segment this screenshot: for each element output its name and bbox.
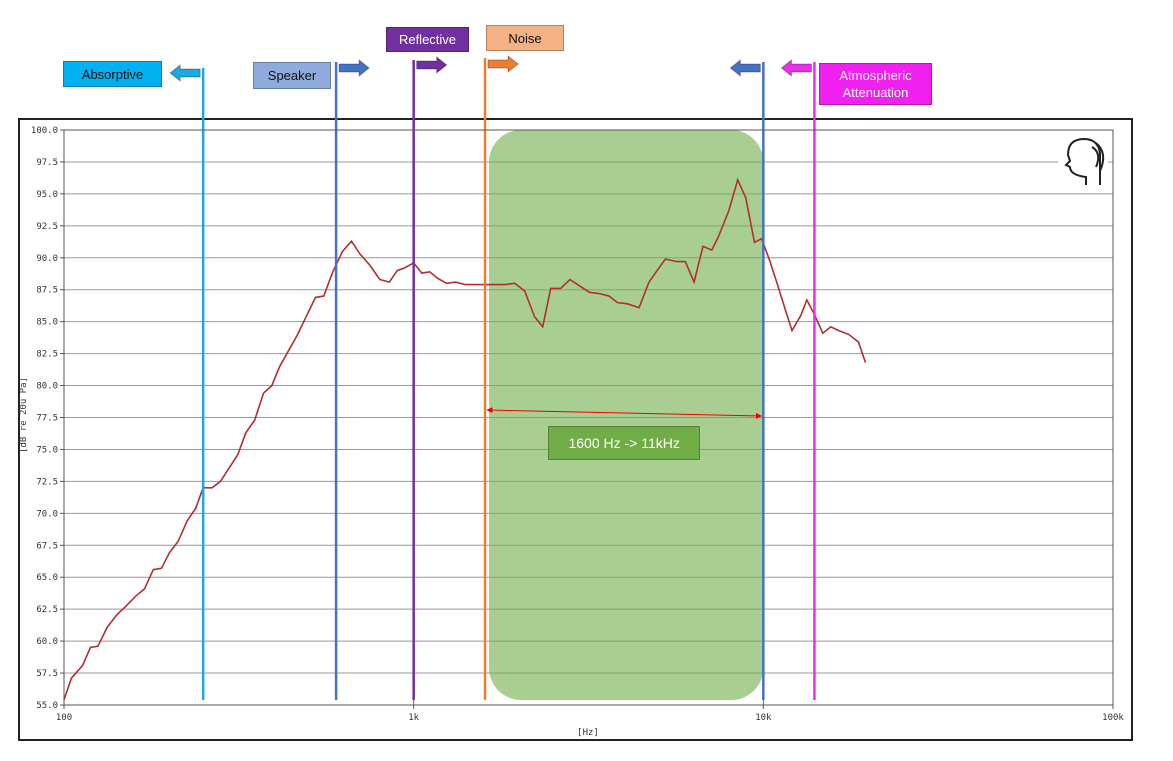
- y-tick-label: 80.0: [36, 382, 58, 392]
- data-line: [63, 177, 867, 701]
- y-axis-label: [dB re 20u Pa]: [19, 377, 29, 453]
- marker-arrow: [338, 58, 370, 78]
- marker-label: Reflective: [386, 27, 469, 52]
- marker-layer: [169, 54, 816, 700]
- y-tick-label: 100.0: [31, 126, 58, 136]
- y-tick-label: 75.0: [36, 445, 58, 455]
- range-arrow: [486, 407, 762, 419]
- marker-label: Speaker: [253, 62, 331, 89]
- x-axis-label: [Hz]: [577, 728, 599, 738]
- x-tick-label: 100k: [1102, 713, 1124, 723]
- y-tick-label: 85.0: [36, 318, 58, 328]
- marker-arrow: [780, 58, 812, 78]
- y-tick-label: 62.5: [36, 605, 58, 615]
- marker-label: Atmospheric Attenuation: [819, 63, 932, 105]
- icon-head: [1064, 137, 1101, 185]
- y-tick-label: 70.0: [36, 509, 58, 519]
- marker-arrow: [169, 63, 201, 83]
- head-icon: [1058, 133, 1108, 189]
- highlight-label: 1600 Hz -> 11kHz: [548, 426, 701, 460]
- y-tick-label: 92.5: [36, 222, 58, 232]
- icon-ear: [1091, 142, 1105, 172]
- x-tick-label: 100: [56, 713, 72, 723]
- y-tick-label: 55.0: [36, 701, 58, 711]
- y-tick-label: 67.5: [36, 541, 58, 551]
- plot-frame: [63, 129, 1114, 706]
- highlight-layer: [486, 130, 764, 700]
- marker-arrow: [729, 58, 761, 78]
- x-tick-label: 10k: [755, 713, 772, 723]
- marker-arrow: [416, 55, 448, 75]
- y-tick-label: 77.5: [36, 414, 58, 424]
- y-tick-label: 97.5: [36, 158, 58, 168]
- y-tick-label: 65.0: [36, 573, 58, 583]
- marker-label: Absorptive: [63, 61, 162, 87]
- y-tick-label: 82.5: [36, 350, 58, 360]
- series-layer: [63, 177, 867, 701]
- y-tick-label: 60.0: [36, 637, 58, 647]
- y-tick-label: 72.5: [36, 477, 58, 487]
- x-tick-label: 1k: [408, 713, 419, 723]
- y-tick-label: 95.0: [36, 190, 58, 200]
- marker-label: Noise: [486, 25, 564, 51]
- y-tick-label: 57.5: [36, 669, 58, 679]
- marker-arrow: [487, 54, 519, 74]
- y-tick-label: 87.5: [36, 286, 58, 296]
- y-tick-label: 90.0: [36, 254, 58, 264]
